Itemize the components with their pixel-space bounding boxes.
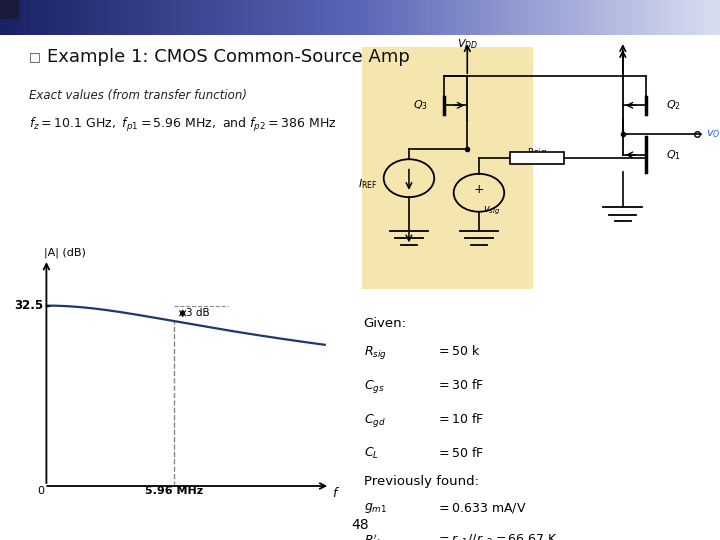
Text: |A| (dB): |A| (dB): [44, 247, 86, 258]
Bar: [510, 152, 564, 164]
Text: $g_{m1}$: $g_{m1}$: [364, 501, 387, 515]
Text: $= 10\ \mathrm{fF}$: $= 10\ \mathrm{fF}$: [436, 411, 484, 426]
Text: Given:: Given:: [364, 318, 407, 330]
Text: 48: 48: [351, 518, 369, 532]
Text: 5.96 MHz: 5.96 MHz: [145, 486, 203, 496]
Text: +: +: [474, 184, 485, 197]
Text: $C_{gd}$: $C_{gd}$: [364, 411, 385, 429]
Text: □: □: [29, 50, 40, 63]
Text: $\mathrm{Rsig}$: $\mathrm{Rsig}$: [527, 146, 547, 159]
Text: Exact values (from transfer function): Exact values (from transfer function): [29, 89, 247, 102]
Text: 0: 0: [37, 486, 44, 496]
Text: $C_{gs}$: $C_{gs}$: [364, 378, 384, 395]
Text: $Q_3$: $Q_3$: [413, 98, 428, 112]
Text: $R'_L$: $R'_L$: [364, 533, 382, 540]
Text: $Q_1$: $Q_1$: [665, 148, 680, 162]
Bar: [362, 47, 534, 289]
Text: $f_z = 10.1\ \mathrm{GHz},\ f_{p1} = 5.96\ \mathrm{MHz},\ \mathrm{and}\ f_{p2} =: $f_z = 10.1\ \mathrm{GHz},\ f_{p1} = 5.9…: [29, 116, 337, 134]
Text: $= 50\ \mathrm{fF}$: $= 50\ \mathrm{fF}$: [436, 446, 484, 460]
Text: $C_L$: $C_L$: [364, 446, 379, 461]
Text: $v_O$: $v_O$: [706, 129, 720, 140]
Text: Previously found:: Previously found:: [364, 475, 479, 488]
Text: $I_\mathrm{REF}$: $I_\mathrm{REF}$: [359, 177, 378, 191]
Text: 3 dB: 3 dB: [186, 308, 210, 318]
Text: $V_{DD}$: $V_{DD}$: [456, 37, 478, 51]
Bar: [0, 0, 18, 17]
Text: $f$: $f$: [332, 486, 341, 500]
Text: $= r_{o1}//r_{o2} = 66.67\ \mathrm{K}$: $= r_{o1}//r_{o2} = 66.67\ \mathrm{K}$: [436, 533, 558, 540]
Text: $Q_2$: $Q_2$: [665, 98, 680, 112]
Text: Example 1: CMOS Common-Source Amp: Example 1: CMOS Common-Source Amp: [47, 48, 410, 66]
Text: $R_{sig}$: $R_{sig}$: [364, 344, 387, 361]
Text: $v_{sig}$: $v_{sig}$: [483, 205, 500, 217]
Text: $= 50\ \mathrm{k}$: $= 50\ \mathrm{k}$: [436, 344, 480, 358]
Text: $= 30\ \mathrm{fF}$: $= 30\ \mathrm{fF}$: [436, 378, 484, 392]
Text: $= 0.633\ \mathrm{mA/V}$: $= 0.633\ \mathrm{mA/V}$: [436, 501, 526, 515]
Text: 32.5: 32.5: [14, 299, 43, 312]
